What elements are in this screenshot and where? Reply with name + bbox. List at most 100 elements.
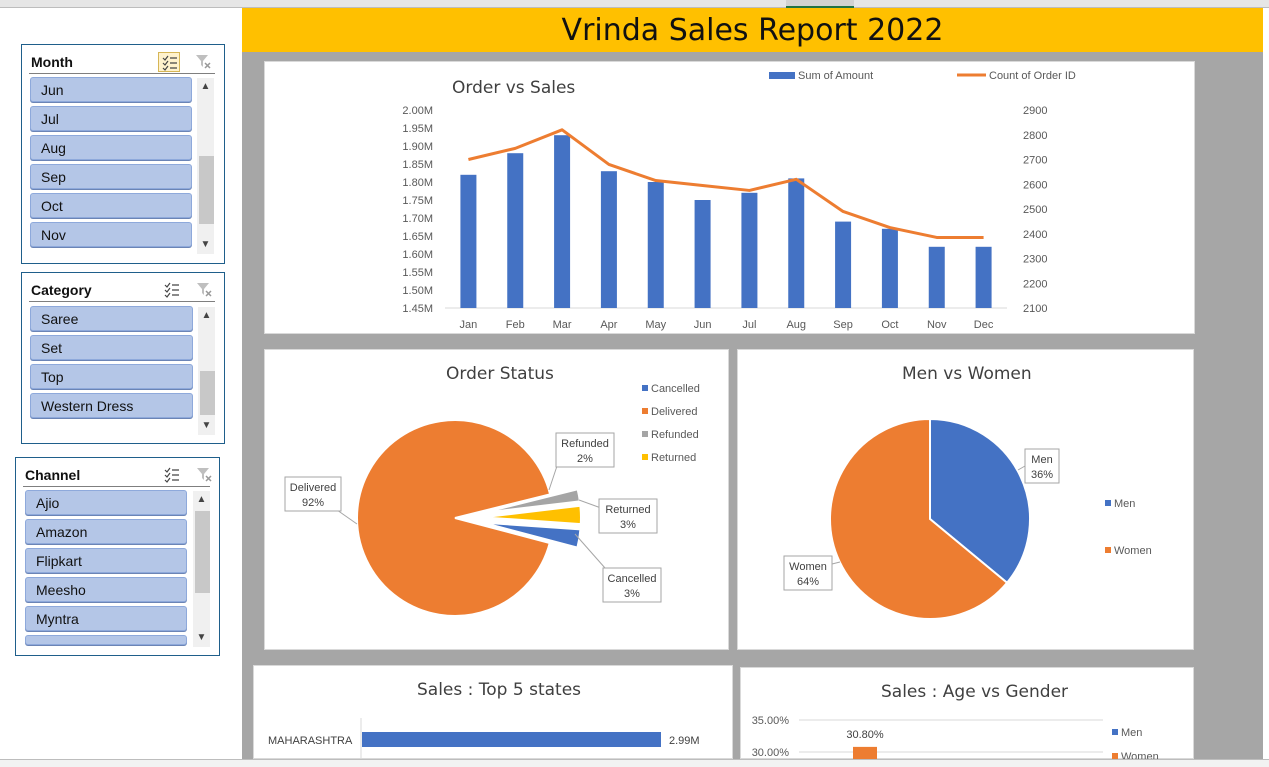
men-vs-women-chart: Men Women Men 36% Women 64% [783,417,1152,620]
legend-label: Cancelled [651,383,700,395]
legend-swatch [642,408,648,414]
callout-pct: 92% [302,497,324,509]
legend-label: Returned [651,452,696,464]
slicer-header: Channel [23,463,213,487]
slicer-item[interactable]: Jun [30,77,192,102]
x-tick-label: Dec [974,319,994,331]
slicer-item[interactable]: Set [30,335,193,360]
active-column-header [786,0,854,8]
data-callout [555,432,615,468]
slicer-scrollbar[interactable]: ▲ ▼ [193,491,210,647]
slicer-item[interactable]: Oct [30,193,192,218]
month-slicer[interactable]: Month Jun Jul Aug Sep Oct Nov ▲ ▼ [21,44,225,264]
clear-filter-icon[interactable] [195,465,213,485]
report-title: Vrinda Sales Report 2022 [561,13,944,48]
scroll-down-icon[interactable]: ▼ [200,239,211,250]
slicer-item[interactable]: Ajio [25,490,187,515]
callout-leader [548,465,558,491]
legend-label: Refunded [651,429,699,441]
state-label: MAHARASHTRA [268,735,353,747]
slicer-item[interactable]: Myntra [25,606,187,631]
sales-bar [975,246,992,308]
sales-bar [600,171,617,308]
slicer-item[interactable]: Jul [30,106,192,131]
callout-leader [831,561,841,565]
slicer-header: Month [29,50,215,74]
data-callout [1024,448,1060,484]
legend-swatch [642,385,648,391]
slicer-item[interactable]: Flipkart [25,548,187,573]
clear-filter-icon[interactable] [195,280,213,300]
scroll-up-icon[interactable]: ▲ [196,494,207,505]
data-callout [602,567,662,603]
data-callout [284,476,342,512]
callout-pct: 3% [620,519,636,531]
slicer-item[interactable]: Aug [30,135,192,160]
slicer-item[interactable]: Nov [30,222,192,247]
order-status-card: Order Status Cancelled Delivered Refunded R… [264,349,729,650]
x-tick-label: Aug [786,319,806,331]
legend-label: Men [1121,727,1142,739]
chart-title: Sales : Age vs Gender [881,682,1069,702]
scroll-up-icon[interactable]: ▲ [200,81,211,92]
x-tick-label: Oct [881,319,898,331]
data-callout [783,555,833,591]
slicer-item[interactable]: Top [30,364,193,389]
slicer-item-partial[interactable] [25,635,187,645]
callout-leader [1017,465,1026,471]
scroll-down-icon[interactable]: ▼ [196,632,207,643]
state-bar [362,732,661,747]
x-tick-label: Jun [694,319,712,331]
chart-title: Men vs Women [902,364,1032,384]
sales-bar [835,221,852,308]
callout-leader [574,533,606,569]
sales-bar [507,153,524,308]
age-gender-chart: 35.00% 30.00% 30.80% Men Women [752,715,1159,760]
slicer-item[interactable]: Western Dress [30,393,193,418]
callout-label: Women [789,561,827,573]
top-states-chart: MAHARASHTRA 2.99M [268,718,700,760]
y-left-tick-label: 1.65M [402,231,433,243]
y-right-tick-label: 2100 [1023,303,1047,315]
y-right-tick-label: 2800 [1023,130,1047,142]
scroll-thumb[interactable] [199,156,214,224]
multi-select-icon[interactable] [158,52,180,72]
slicer-scrollbar[interactable]: ▲ ▼ [197,78,214,254]
order-vs-sales-chart: 1.45M 1.50M 1.55M 1.60M 1.65M 1.70M 1.75M 1.80M… [402,70,1076,331]
clear-filter-icon[interactable] [194,52,212,72]
age-gender-card: Sales : Age vs Gender 35.00% 30.00% 30.80%… [740,667,1194,760]
scroll-down-icon[interactable]: ▼ [201,420,212,431]
legend-swatch [1105,500,1111,506]
scroll-up-icon[interactable]: ▲ [201,310,212,321]
legend-label: Count of Order ID [989,70,1076,82]
scroll-thumb[interactable] [195,511,210,593]
callout-leader [578,499,602,509]
callout-pct: 36% [1031,469,1053,481]
slicer-item[interactable]: Sep [30,164,192,189]
category-slicer[interactable]: Category Saree Set Top Western Dress ▲ ▼ [21,272,225,444]
callout-label: Men [1031,454,1052,466]
men-vs-women-card: Men vs Women Men Women Men 36% Women 64% [737,349,1194,650]
callout-pct: 3% [624,588,640,600]
multi-select-icon[interactable] [161,465,183,485]
bar-value-label: 30.80% [846,729,884,741]
delivered-slice [356,419,552,617]
legend-swatch-amount [769,72,795,79]
x-tick-label: Sep [833,319,853,331]
scroll-thumb[interactable] [200,371,215,415]
slicer-item[interactable]: Saree [30,306,193,331]
slicer-item[interactable]: Amazon [25,519,187,544]
slicer-header: Category [29,278,215,302]
multi-select-icon[interactable] [161,280,183,300]
x-tick-label: Feb [506,319,525,331]
y-left-tick-label: 1.80M [402,177,433,189]
legend-label: Sum of Amount [798,70,873,82]
y-tick-label: 30.00% [752,747,790,759]
slicer-scrollbar[interactable]: ▲ ▼ [198,307,215,435]
slicer-title: Category [31,282,92,298]
channel-slicer[interactable]: Channel Ajio Amazon Flipkart Meesho Mynt… [15,457,220,656]
slicer-item[interactable]: Meesho [25,577,187,602]
y-left-tick-label: 1.90M [402,141,433,153]
legend-swatch [1112,729,1118,735]
sheet-tabs-bar[interactable] [0,759,1269,767]
